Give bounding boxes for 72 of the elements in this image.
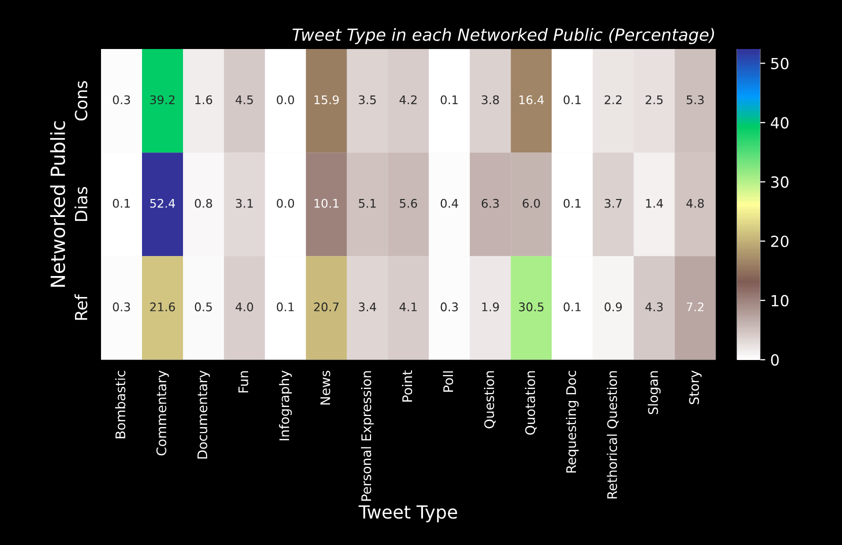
data-label: 3.4 (358, 302, 376, 312)
data-label: 0.9 (604, 302, 622, 312)
x-tick-label: Poll (442, 371, 454, 392)
data-label: 3.5 (358, 95, 376, 104)
data-label: 21.6 (150, 302, 175, 312)
data-label: 16.4 (519, 95, 544, 104)
data-label: 1.9 (482, 302, 499, 312)
data-label: 6.3 (482, 198, 499, 208)
data-label: 15.9 (314, 95, 339, 104)
x-tick-label: Slogan (648, 371, 661, 414)
data-label: 5.6 (400, 198, 418, 208)
color-bar-label: 50 (771, 58, 788, 70)
data-label: 4.2 (400, 95, 417, 104)
data-label: 0.1 (564, 198, 581, 208)
data-label: 3.8 (482, 95, 499, 104)
x-tick-label: Question (484, 371, 496, 428)
y-tick-label: Cons (74, 81, 88, 120)
data-label: 4.1 (400, 302, 417, 312)
data-label: 39.2 (150, 95, 174, 104)
x-tick-label: Bombastic (115, 370, 126, 438)
data-label: 52.4 (150, 198, 175, 208)
data-label: 0.1 (276, 302, 294, 312)
data-label: 0.1 (564, 95, 581, 104)
data-label: 3.7 (604, 198, 622, 208)
data-label: 0.3 (440, 302, 458, 312)
data-label: 0.8 (194, 198, 212, 208)
data-label: 0.5 (194, 302, 212, 312)
data-label: 1.4 (646, 199, 663, 208)
color-bar-label: 40 (770, 117, 788, 129)
color-bar-label: 0 (771, 354, 779, 366)
x-tick-label: Story (689, 370, 702, 404)
data-label: 10.1 (314, 198, 338, 208)
x-tick-label: Documentary (198, 370, 210, 458)
x-tick-label: Commentary (156, 370, 169, 456)
data-label: 1.6 (195, 95, 212, 104)
x-axis-title: Tweet Type (358, 505, 458, 522)
data-label: 4.0 (236, 302, 254, 312)
data-label: 0.1 (112, 198, 130, 208)
data-label: 0.3 (112, 95, 130, 104)
data-label: 0.1 (440, 95, 458, 104)
data-label: 4.5 (236, 95, 253, 104)
data-label: 0.1 (564, 302, 581, 312)
data-label: 20.7 (314, 302, 339, 312)
chart-title: Tweet Type in each Networked Public (Percentage) (292, 28, 714, 44)
data-label: 7.2 (686, 302, 704, 312)
x-tick-label: Personal Expression (361, 371, 374, 501)
data-label: 30.5 (519, 302, 544, 312)
data-label: 0.0 (276, 198, 294, 208)
data-label: 0.4 (440, 198, 458, 208)
x-tick-label: Point (402, 370, 412, 402)
x-tick-label: Fun (238, 371, 248, 392)
data-label: 5.1 (358, 199, 376, 208)
color-bar-label: 10 (772, 294, 788, 306)
y-axis-title: Networked Public (50, 121, 66, 287)
x-tick-label: Quotation (524, 371, 537, 435)
y-tick-label: Dias (74, 187, 88, 221)
x-tick-label: News (320, 370, 330, 404)
data-label: 0.0 (276, 95, 294, 104)
color-bar-label: 20 (771, 236, 788, 248)
x-tick-label: Requesting Doc (566, 370, 579, 473)
data-label: 4.8 (686, 198, 704, 208)
color-bar-label: 30 (771, 176, 788, 188)
data-label: 2.5 (646, 95, 663, 104)
data-label: 0.3 (112, 302, 130, 312)
y-tick-label: Ref (74, 294, 88, 320)
x-tick-label: Rethorical Question (606, 371, 619, 498)
data-label: 3.1 (236, 198, 253, 208)
data-label: 2.2 (604, 95, 622, 104)
data-label: 6.0 (522, 198, 540, 208)
data-label: 4.3 (645, 302, 663, 312)
data-label: 5.3 (686, 95, 704, 104)
x-tick-label: Infography (279, 370, 292, 440)
